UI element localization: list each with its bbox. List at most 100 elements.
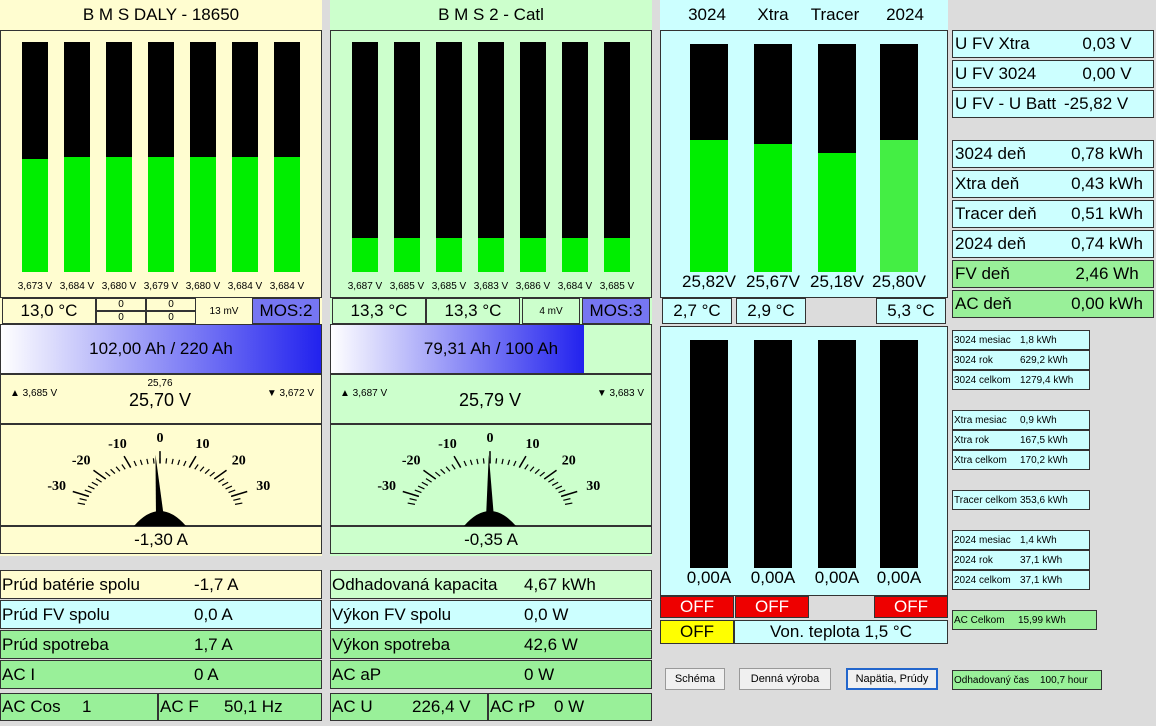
- temperature: 13,3 °C: [426, 298, 520, 324]
- minor-tick: [513, 460, 517, 467]
- table-cell: [0, 693, 158, 721]
- balance: 0: [146, 311, 196, 324]
- table-row: [330, 570, 652, 599]
- state: OFF: [660, 596, 734, 618]
- cell-fill: [22, 159, 48, 272]
- charger-name: Tracer: [810, 5, 860, 24]
- panel-title: B M S 2 - Catl: [438, 5, 544, 24]
- cell-bar: [232, 42, 258, 272]
- small-value: 15,99 kWh: [1018, 614, 1066, 626]
- stat-box: [952, 230, 1154, 258]
- gauge-tick-label: 20: [232, 454, 246, 469]
- row-value: 0,0 A: [194, 604, 233, 624]
- row-value: -1,7 A: [194, 574, 239, 594]
- cell-label: 3,679 V: [143, 280, 179, 292]
- charger-name: 3024: [688, 5, 726, 24]
- minor-tick: [409, 498, 417, 501]
- minor-tick: [91, 481, 99, 486]
- row-value: 226,4 V: [412, 697, 471, 716]
- minor-tick: [133, 460, 137, 467]
- minor-tick: [529, 466, 535, 472]
- voltage-area: [0, 374, 322, 424]
- cell-label: 3,683 V: [473, 280, 509, 292]
- minor-tick: [482, 458, 485, 464]
- minor-tick: [414, 489, 422, 494]
- stat-label: Tracer deň: [955, 204, 1037, 223]
- small-label: Xtra rok: [954, 434, 990, 446]
- cell-bar: [604, 42, 630, 272]
- table-row: [0, 570, 322, 599]
- needle: [155, 454, 164, 518]
- minor-tick: [228, 489, 236, 494]
- cell-fill: [690, 139, 728, 272]
- minor-tick: [139, 459, 143, 466]
- cell-bar: [818, 44, 856, 272]
- state: OFF: [874, 596, 948, 618]
- button[interactable]: Denná výroba: [739, 668, 831, 690]
- cell-fill: [148, 157, 174, 272]
- minor-tick: [146, 458, 149, 465]
- small-box: [952, 430, 1090, 450]
- cell-bar: [880, 340, 918, 568]
- minor-tick: [221, 481, 229, 486]
- cell-frame: [330, 30, 652, 298]
- major-tick: [230, 490, 248, 498]
- small-box: [952, 370, 1090, 390]
- stat-box: [952, 170, 1154, 198]
- small-label: 2024 rok: [954, 554, 993, 566]
- button[interactable]: Schéma: [665, 668, 725, 690]
- minor-tick: [121, 464, 126, 470]
- table-row: [0, 660, 322, 689]
- cell-bar: [520, 42, 546, 272]
- small-label: Xtra celkom: [954, 454, 1007, 466]
- cell-max: ▲ 3,685 V: [10, 387, 58, 399]
- minor-tick: [445, 466, 451, 472]
- small-label: Odhadovaný čas: [954, 674, 1030, 686]
- major-tick: [72, 490, 90, 498]
- cell-label: 3,673 V: [17, 280, 53, 292]
- stat-label: U FV - U Batt: [955, 94, 1057, 113]
- small-box: [952, 410, 1090, 430]
- stat-box: [952, 30, 1154, 58]
- small-label: 3024 rok: [954, 354, 993, 366]
- major-tick: [423, 469, 437, 480]
- stat-value: 0,51 kWh: [1071, 204, 1143, 223]
- charger-name: Xtra: [757, 5, 789, 24]
- outside-temp: Von. teplota 1,5 °C: [734, 620, 948, 644]
- balance: 0: [96, 298, 146, 311]
- balance: 0: [146, 298, 196, 311]
- cell-label: 0,00A: [686, 570, 732, 586]
- cell-fill: [274, 157, 300, 272]
- small-box: [952, 550, 1090, 570]
- minor-tick: [563, 498, 571, 501]
- major-tick: [123, 455, 132, 468]
- small-value: 0,9 kWh: [1020, 414, 1057, 426]
- row-value: 0,0 W: [524, 604, 569, 624]
- small-label: 2024 mesiac: [954, 534, 1011, 546]
- voltage-area: [330, 374, 652, 424]
- stat-value: 0,78 kWh: [1071, 144, 1143, 163]
- needle-base: [464, 511, 516, 526]
- small-value: 37,1 kWh: [1020, 554, 1063, 566]
- needle: [486, 454, 494, 518]
- row-value: 4,67 kWh: [524, 574, 596, 594]
- stat-value: 0,43 kWh: [1071, 174, 1143, 193]
- cell-fill: [818, 153, 856, 272]
- major-tick: [560, 490, 578, 498]
- minor-tick: [524, 464, 529, 470]
- minor-tick: [501, 458, 504, 465]
- small-box: [952, 570, 1090, 590]
- row-value: 0 W: [554, 697, 585, 716]
- table-row: [0, 600, 322, 629]
- capacity-label: 102,00 Ah / 220 Ah: [89, 339, 233, 358]
- button[interactable]: Napätia, Prúdy: [846, 668, 938, 690]
- cell-max: ▲ 3,687 V: [340, 387, 388, 399]
- cell-label: 3,680 V: [101, 280, 137, 292]
- major-tick: [93, 469, 107, 480]
- cell-label: 3,684 V: [557, 280, 593, 292]
- cell-bar: [478, 42, 504, 272]
- cell-bar: [22, 42, 48, 272]
- balance: 0: [96, 311, 146, 324]
- charger-temp: 2,7 °C: [662, 298, 732, 324]
